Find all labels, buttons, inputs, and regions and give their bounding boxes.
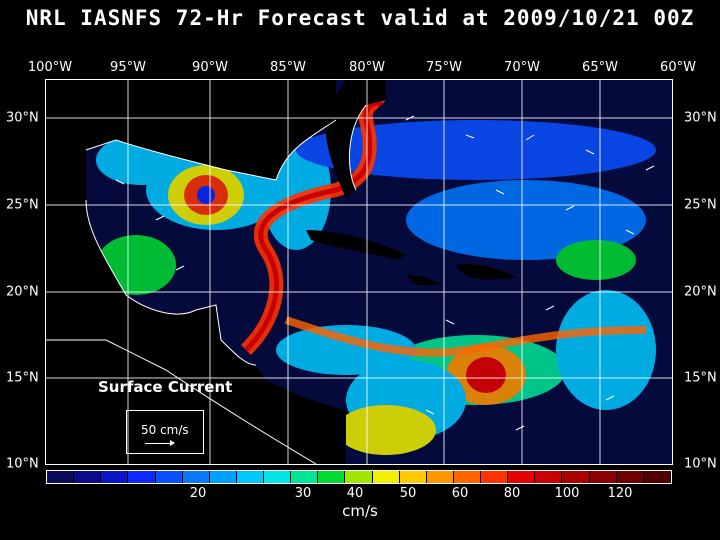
reference-vector-box: 50 cm/s — [126, 410, 204, 454]
lat-label: 20°N — [6, 284, 39, 300]
colorbar-segment — [74, 471, 102, 483]
lat-label: 10°N — [6, 456, 39, 472]
ocean-field — [46, 80, 672, 464]
colorbar-segment — [155, 471, 183, 483]
colorbar-tick: 50 — [399, 486, 417, 501]
colorbar-segment — [264, 471, 292, 483]
colorbar-segment — [128, 471, 156, 483]
colorbar-tick: 60 — [451, 486, 469, 501]
colorbar-segment — [399, 471, 427, 483]
colorbar-segment — [101, 471, 129, 483]
lat-label: 15°N — [6, 370, 39, 386]
colorbar-segment — [481, 471, 509, 483]
colorbar — [46, 470, 672, 484]
colorbar-segment — [453, 471, 481, 483]
colorbar-segment — [345, 471, 373, 483]
lon-label: 75°W — [426, 60, 462, 75]
colorbar-tick: 120 — [607, 486, 633, 501]
colorbar-segment — [209, 471, 237, 483]
colorbar-segment — [508, 471, 536, 483]
colorbar-segment — [426, 471, 454, 483]
lon-label: 80°W — [349, 60, 385, 75]
lon-label: 90°W — [192, 60, 228, 75]
lon-label: 65°W — [582, 60, 618, 75]
lat-label: 30°N — [684, 110, 717, 126]
colorbar-segment — [589, 471, 617, 483]
colorbar-segment — [236, 471, 264, 483]
reference-vector-label: 50 cm/s — [141, 423, 189, 437]
lon-label: 70°W — [504, 60, 540, 75]
colorbar-segment — [372, 471, 400, 483]
colorbar-unit: cm/s — [342, 502, 378, 520]
colorbar-tick: 30 — [294, 486, 312, 501]
lon-label: 100°W — [27, 60, 73, 75]
colorbar-tick: 20 — [189, 486, 207, 501]
lat-label: 25°N — [684, 197, 717, 213]
current-speed-map: Surface Current 50 cm/s — [45, 79, 673, 465]
colorbar-segment — [291, 471, 319, 483]
colorbar-tick: 40 — [346, 486, 364, 501]
lat-label: 30°N — [6, 110, 39, 126]
colorbar-tick: 80 — [503, 486, 521, 501]
colorbar-segment — [616, 471, 644, 483]
colorbar-segment — [182, 471, 210, 483]
reference-arrow-icon — [145, 440, 175, 446]
colorbar-segment — [535, 471, 563, 483]
colorbar-segment — [47, 471, 75, 483]
map-title: NRL IASNFS 72-Hr Forecast valid at 2009/… — [25, 6, 695, 30]
lat-label: 20°N — [684, 284, 717, 300]
colorbar-segment — [643, 471, 671, 483]
colorbar-segment — [562, 471, 590, 483]
lon-label: 85°W — [270, 60, 306, 75]
lon-label: 60°W — [660, 60, 696, 75]
colorbar-segment — [318, 471, 346, 483]
lat-label: 10°N — [684, 456, 717, 472]
surface-current-label: Surface Current — [98, 378, 233, 396]
lon-label: 95°W — [110, 60, 146, 75]
colorbar-tick: 100 — [554, 486, 580, 501]
lat-label: 15°N — [684, 370, 717, 386]
lat-label: 25°N — [6, 197, 39, 213]
